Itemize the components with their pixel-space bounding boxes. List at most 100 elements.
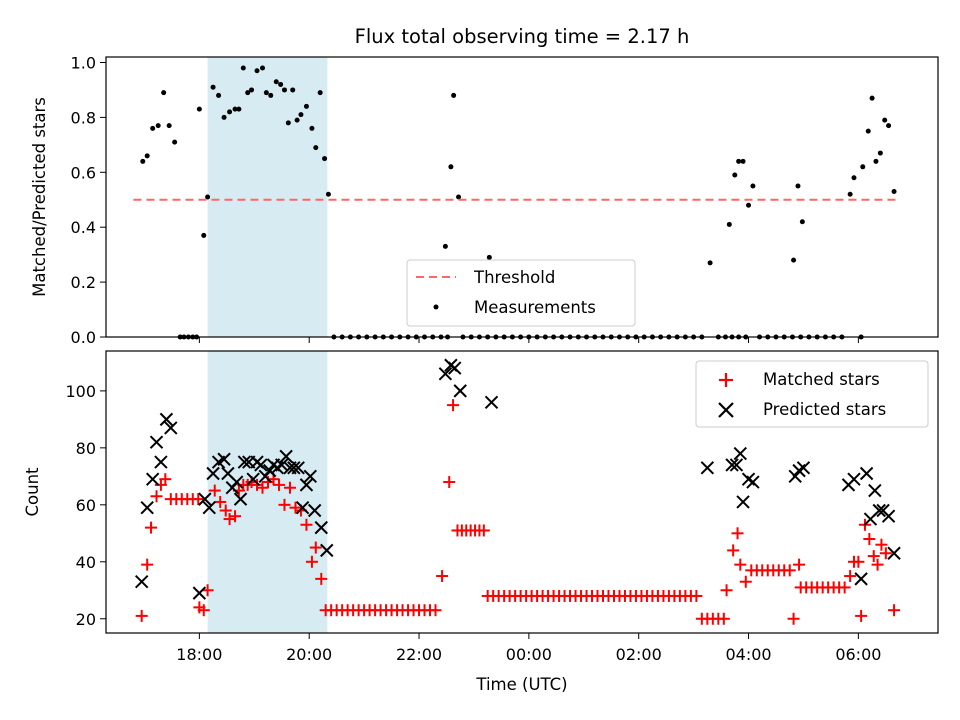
predicted-star-point [154,455,168,469]
matched-star-point [844,570,857,583]
y-tick-label: 0.6 [71,163,96,182]
y-tick-label: 80 [76,439,96,458]
measurement-point [166,123,172,129]
bottom-panel-y-label: Count [23,467,42,517]
top-panel-x-ticks [198,337,859,343]
matched-star-point [197,604,210,617]
matched-star-point [159,473,172,486]
matched-star-point [734,558,747,571]
measurement-point [313,145,319,151]
measurement-point [322,156,328,162]
matched-star-point [787,612,800,625]
matched-star-point [214,495,227,508]
matched-star-point [315,572,328,585]
bottom-panel-y-axis: 20 40 60 80 100 [65,382,106,629]
matched-star-point [793,558,806,571]
top-panel-legend: Threshold Measurements [406,259,636,327]
measurement-point [205,194,211,200]
predicted-star-point [448,361,462,375]
measurement-point [268,92,274,98]
y-tick-label: 20 [76,610,96,629]
x-tick-label: 18:00 [176,645,222,664]
predicted-star-point [134,575,149,589]
bottom-panel-frame [105,350,939,634]
measurement-point [795,183,801,189]
predicted-star-point [299,478,314,492]
measurement-point [865,128,871,134]
predicted-star-point [746,475,760,489]
measurement-point [317,90,323,96]
top-panel-frame [105,56,939,338]
bottom-panel-shade-region [207,351,328,633]
matched-star-point [477,524,490,537]
matched-star-point [192,493,205,506]
matched-star-point [863,533,876,545]
top-panel-shade-region [207,57,328,337]
predicted-star-point [729,458,744,472]
predicted-star-point [796,461,811,475]
measurement-point [260,65,266,71]
predicted-star-point [140,500,154,515]
measurement-point [732,172,738,178]
matched-star-point [305,555,318,568]
measurement-point [232,106,238,112]
legend-measurements-swatch [433,304,439,310]
predicted-star-point [868,483,882,498]
x-tick-label: 04:00 [725,645,771,664]
predicted-star-point [145,472,160,486]
predicted-star-point [854,572,868,586]
legend-matched-swatch [719,373,733,387]
measurement-point [860,164,866,170]
y-tick-label: 0.8 [71,108,96,127]
x-tick-label: 02:00 [616,645,662,664]
measurement-point [486,254,492,260]
matched-star-point [871,558,884,571]
predicted-star-point [303,469,318,484]
measurement-point [707,260,713,266]
top-panel-ratio: 0.0 0.2 0.4 0.6 0.8 1.0 Matched/Predicted sta… [30,53,939,347]
measurement-point [263,90,269,96]
predicted-star-point [149,435,164,449]
predicted-star-point [198,492,212,506]
predicted-star-point [291,461,305,475]
predicted-star-point [484,395,499,409]
matched-star-point [443,476,456,489]
measurement-point [456,194,462,200]
measurement-point [750,183,756,189]
matched-star-point [272,478,285,491]
y-tick-label: 0.4 [71,218,96,237]
measurement-point [236,106,242,112]
measurement-point [869,95,875,101]
top-legend-box [406,259,636,327]
measurement-point [851,175,857,181]
predicted-star-point [736,495,750,509]
predicted-star-point [295,500,310,515]
y-tick-label: 0.0 [71,328,96,347]
measurement-point [309,125,315,131]
matched-star-point [278,498,291,511]
predicted-star-point [847,472,861,486]
predicted-star-point [246,472,260,486]
predicted-star-point [320,543,334,558]
measurement-point [249,87,255,93]
matched-star-point [855,609,868,622]
measurement-point [196,106,202,112]
bottom-panel-points-layer [134,358,901,625]
matched-star-point [309,541,322,554]
matched-star-point [436,570,449,583]
measurement-point [216,92,222,98]
measurement-point [451,92,457,98]
measurement-point [210,84,216,90]
predicted-star-point [438,367,453,381]
measurement-point [144,153,150,159]
measurement-point [161,90,167,96]
matched-star-point [219,504,232,517]
measurement-point [278,81,284,87]
bottom-panel-counts: 20 40 60 80 100 18:00 20:00 22:00 00:00 02:00 04:… [23,350,939,694]
matched-star-point [739,575,752,588]
predicted-star-point [887,546,901,560]
matched-star-point [229,510,242,523]
bottom-panel-x-axis: 18:00 20:00 22:00 00:00 02:00 04:00 06:00 [176,633,881,664]
matched-star-point [289,501,302,514]
